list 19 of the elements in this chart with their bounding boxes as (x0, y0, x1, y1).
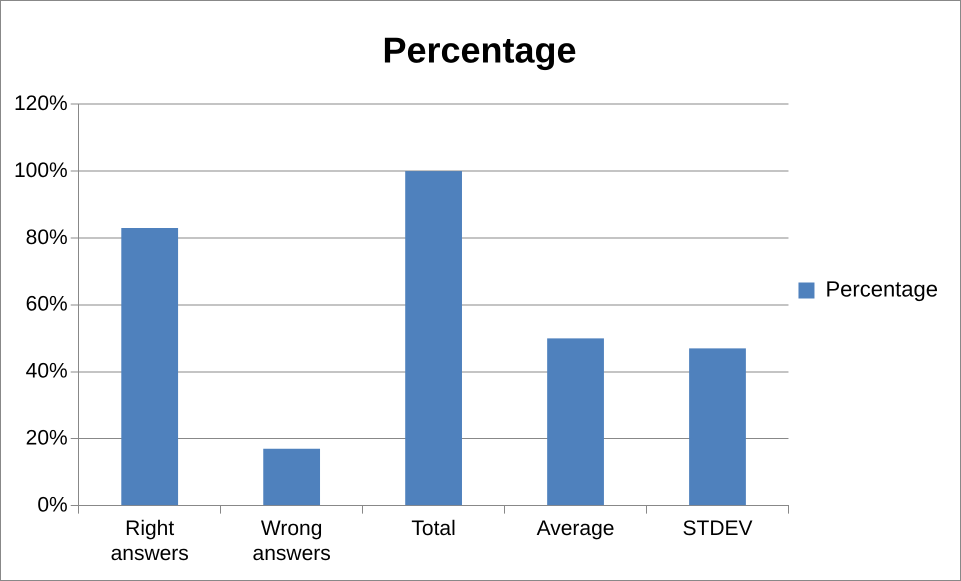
bar (547, 338, 604, 506)
y-tick-label: 100% (14, 158, 68, 182)
bar (405, 171, 462, 506)
bar (263, 448, 320, 506)
y-tick-label: 20% (26, 426, 68, 450)
chart-title: Percentage (382, 30, 577, 71)
x-tick-label: STDEV (682, 516, 753, 540)
y-tick-label: 60% (26, 292, 68, 316)
y-tick-label: 40% (26, 360, 68, 383)
bar (121, 228, 178, 506)
x-tick-label: Total (411, 516, 456, 540)
legend-label: Percentage (825, 276, 938, 302)
y-tick-label: 120% (14, 92, 68, 115)
x-tick-label: Average (536, 516, 614, 540)
x-tick-label: Right answers (110, 516, 189, 566)
y-tick-label: 0% (37, 493, 68, 516)
x-tick-label: Wrong answers (252, 516, 331, 566)
y-tick-label: 80% (26, 226, 68, 249)
bar (689, 348, 746, 506)
